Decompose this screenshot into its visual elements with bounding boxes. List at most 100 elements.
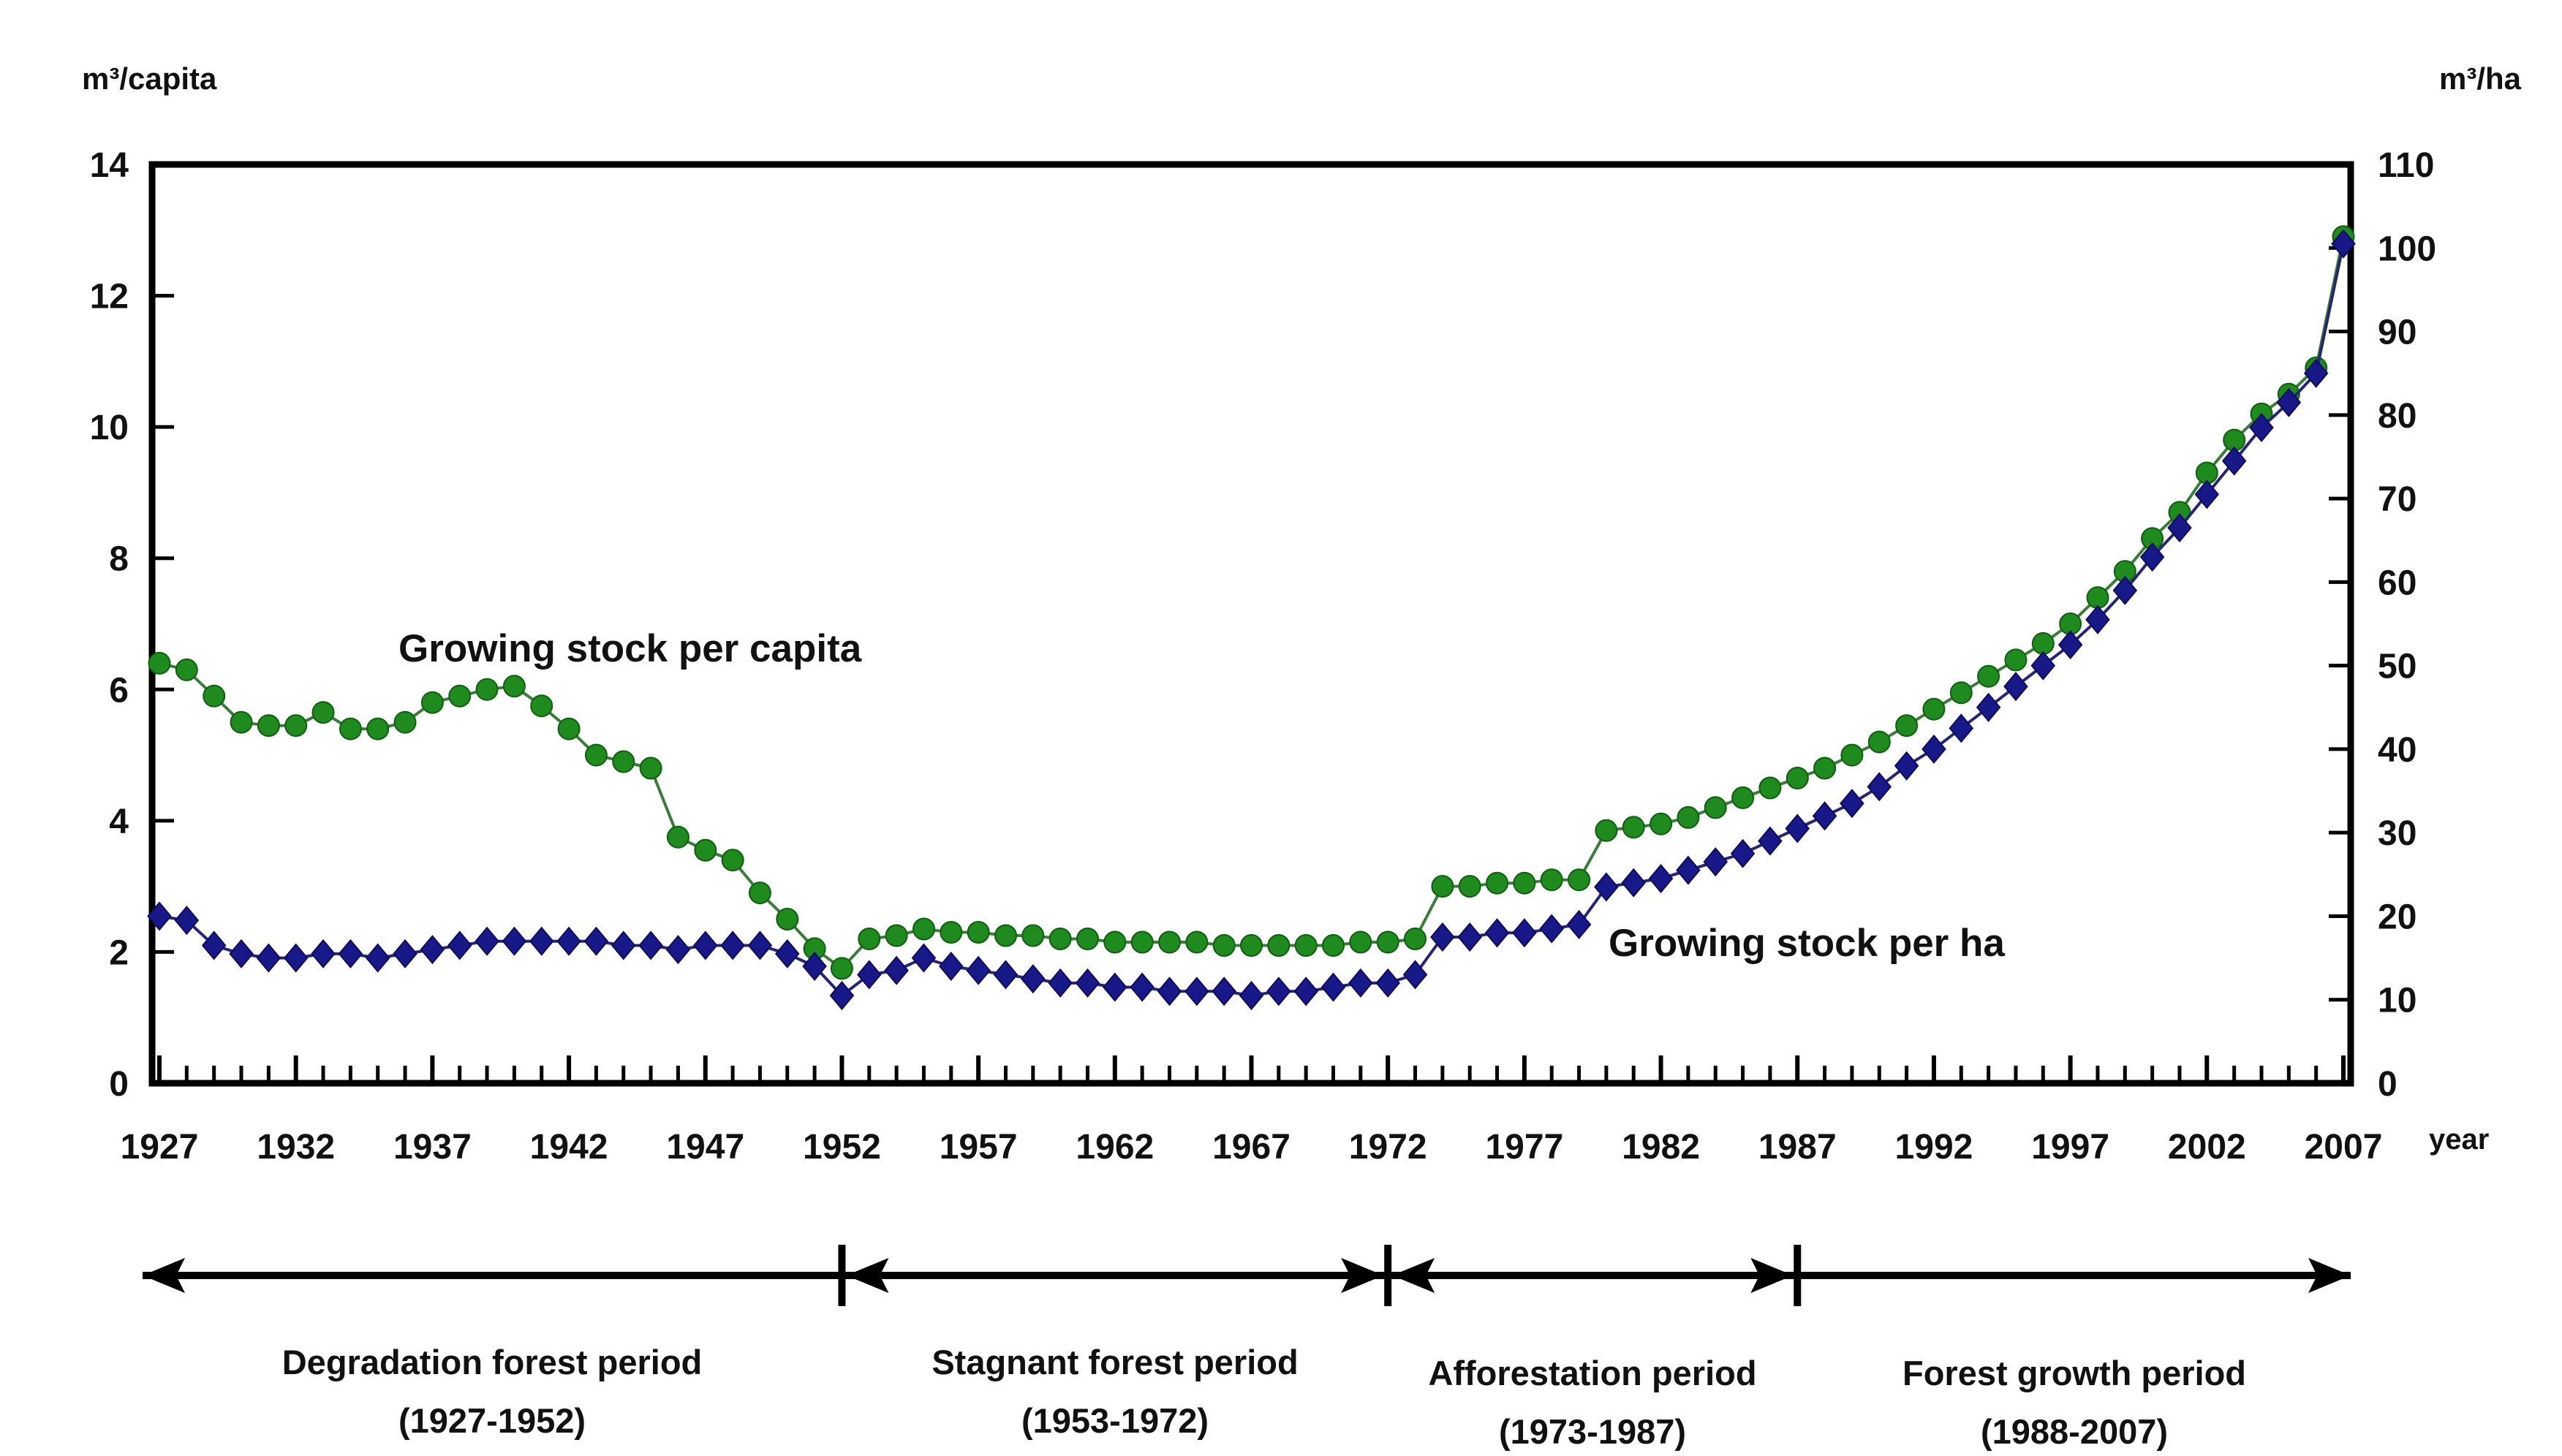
data-point-marker-diamond xyxy=(2194,479,2220,509)
data-point-marker-circle xyxy=(994,924,1017,947)
data-point-marker-diamond xyxy=(938,951,964,982)
left-axis-tick-label: 10 xyxy=(90,409,129,447)
data-point-marker-diamond xyxy=(1949,713,1974,743)
period-range-degradation: (1927-1952) xyxy=(398,1401,586,1440)
data-point-marker-diamond xyxy=(1375,968,1400,998)
data-point-marker-diamond xyxy=(720,930,745,960)
data-point-marker-circle xyxy=(366,717,390,740)
x-axis-tick-label: 1992 xyxy=(1895,1128,1973,1167)
data-point-marker-diamond xyxy=(1266,977,1291,1006)
data-point-marker-circle xyxy=(1376,930,1399,954)
data-point-marker-circle xyxy=(639,757,662,780)
period-label-afforestation: Afforestation period xyxy=(1428,1354,1756,1392)
data-point-marker-diamond xyxy=(1348,968,1373,998)
arrowhead-right xyxy=(1341,1258,1384,1293)
data-point-marker-circle xyxy=(530,694,553,718)
data-point-marker-circle xyxy=(1977,664,2000,688)
data-point-marker-diamond xyxy=(1648,863,1674,894)
data-point-marker-circle xyxy=(1322,934,1345,957)
data-point-marker-diamond xyxy=(1976,692,2001,722)
series-growing-stock-per-ha xyxy=(147,229,2356,1011)
data-point-marker-diamond xyxy=(1103,972,1127,1002)
right-axis-tick-label: 70 xyxy=(2378,480,2416,519)
data-point-marker-circle xyxy=(1404,928,1427,950)
data-point-marker-diamond xyxy=(1020,964,1046,994)
data-point-marker-circle xyxy=(2004,648,2028,672)
left-axis-tick-label: 14 xyxy=(90,146,129,185)
data-point-marker-diamond xyxy=(856,960,882,990)
data-point-marker-circle xyxy=(230,710,253,734)
data-point-marker-diamond xyxy=(1484,918,1510,948)
data-point-marker-diamond xyxy=(2112,575,2138,605)
right-axis-unit-label: m³/ha xyxy=(2439,61,2522,96)
data-point-marker-circle xyxy=(912,917,935,941)
data-point-marker-circle xyxy=(885,924,908,947)
left-axis-tick-label: 2 xyxy=(109,933,129,972)
x-axis-tick-label: 1937 xyxy=(393,1128,472,1167)
right-axis-tick-label: 0 xyxy=(2378,1065,2397,1104)
data-point-marker-circle xyxy=(475,678,499,701)
data-point-marker-circle xyxy=(2031,632,2055,655)
x-axis-tick-label: 1967 xyxy=(1212,1128,1291,1167)
data-point-marker-circle xyxy=(420,691,444,714)
x-axis-tick-label: 1927 xyxy=(121,1128,199,1167)
data-point-marker-circle xyxy=(1349,930,1372,954)
data-point-marker-diamond xyxy=(1621,868,1647,898)
data-point-marker-circle xyxy=(1267,934,1291,957)
data-point-marker-diamond xyxy=(1402,960,1428,990)
left-axis-tick-label: 0 xyxy=(109,1065,129,1104)
data-point-marker-circle xyxy=(967,921,990,944)
data-point-marker-circle xyxy=(1840,743,1864,767)
data-point-marker-circle xyxy=(612,750,635,773)
period-range-forest-growth: (1988-2007) xyxy=(1981,1412,2168,1451)
data-point-marker-diamond xyxy=(1566,909,1592,939)
data-point-marker-diamond xyxy=(1512,918,1537,948)
data-point-marker-diamond xyxy=(638,930,663,960)
data-point-marker-circle xyxy=(311,701,335,724)
data-point-marker-circle xyxy=(148,651,171,675)
data-point-marker-diamond xyxy=(393,939,417,968)
data-point-marker-diamond xyxy=(2057,630,2083,660)
data-point-marker-diamond xyxy=(692,930,718,960)
right-axis-tick-label: 10 xyxy=(2378,982,2416,1020)
right-axis-tick-label: 40 xyxy=(2378,731,2416,770)
data-point-marker-diamond xyxy=(802,951,827,982)
left-axis-tick-label: 12 xyxy=(90,278,129,316)
period-range-stagnant: (1953-1972) xyxy=(1021,1401,1209,1440)
data-point-marker-diamond xyxy=(2030,651,2056,680)
series-line-per-capita xyxy=(159,236,2345,971)
data-point-marker-circle xyxy=(1895,714,1919,738)
right-axis-tick-label: 110 xyxy=(2378,146,2434,185)
data-point-marker-diamond xyxy=(283,943,309,973)
data-point-marker-circle xyxy=(1949,681,1973,705)
data-point-marker-diamond xyxy=(1430,922,1455,952)
data-point-marker-diamond xyxy=(774,939,800,968)
arrowhead-left xyxy=(1392,1258,1435,1293)
right-axis-tick-label: 90 xyxy=(2378,314,2416,352)
data-point-marker-diamond xyxy=(1075,968,1100,998)
right-axis-tick-label: 30 xyxy=(2378,814,2416,853)
x-axis-tick-label: 1942 xyxy=(530,1128,608,1167)
data-point-marker-circle xyxy=(393,710,417,734)
data-point-marker-diamond xyxy=(1894,751,1919,781)
data-point-marker-circle xyxy=(557,717,581,740)
data-point-marker-diamond xyxy=(475,926,499,956)
data-point-marker-circle xyxy=(940,921,963,944)
data-point-marker-circle xyxy=(1758,776,1782,800)
arrowhead-left xyxy=(846,1258,889,1293)
data-point-marker-diamond xyxy=(447,930,472,960)
data-point-marker-circle xyxy=(1704,796,1727,819)
x-axis-tick-label: 1932 xyxy=(257,1128,335,1167)
data-point-marker-circle xyxy=(694,838,717,862)
data-point-marker-diamond xyxy=(1293,977,1318,1006)
arrowhead-right xyxy=(1750,1258,1794,1293)
x-axis-tick-label: 1977 xyxy=(1485,1128,1563,1167)
right-axis-tick-label: 60 xyxy=(2378,564,2416,602)
data-point-marker-circle xyxy=(1212,934,1236,957)
x-axis-tick-label: 1972 xyxy=(1349,1128,1427,1167)
data-point-marker-circle xyxy=(1922,697,1946,721)
data-point-marker-diamond xyxy=(1785,814,1810,843)
data-point-marker-diamond xyxy=(1840,789,1864,819)
arrowhead-right xyxy=(2308,1258,2351,1293)
